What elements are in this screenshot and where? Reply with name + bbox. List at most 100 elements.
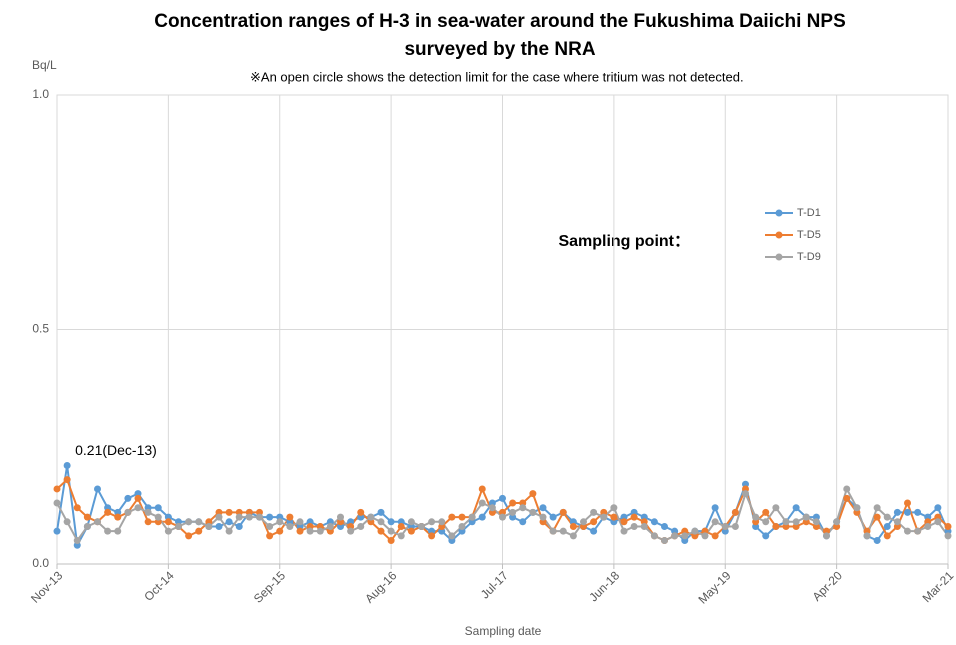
data-point [914, 508, 922, 516]
data-point [164, 518, 172, 526]
data-point [762, 518, 770, 526]
data-point [225, 508, 233, 516]
data-point [134, 494, 142, 502]
data-point [94, 485, 101, 493]
data-point [944, 532, 952, 540]
chart-title: Concentration ranges of H-3 in sea-water… [154, 11, 846, 60]
data-point [154, 513, 162, 521]
data-point [934, 504, 942, 512]
annotation: 0.21(Dec-13) [75, 442, 157, 458]
data-point [873, 537, 881, 545]
data-point [590, 508, 598, 516]
x-tick-label: Nov-13 [28, 568, 65, 605]
data-point [893, 518, 901, 526]
data-point [438, 518, 446, 526]
data-point [316, 527, 324, 535]
data-point [53, 499, 61, 507]
legend-marker [775, 253, 783, 261]
data-point [63, 462, 71, 470]
legend-label: T-D5 [797, 229, 821, 241]
data-point [468, 513, 476, 521]
data-point [114, 527, 122, 535]
data-point [853, 504, 861, 512]
data-point [630, 522, 638, 530]
data-point [225, 527, 233, 535]
data-point [104, 508, 112, 516]
x-tick-label: Mar-21 [920, 568, 956, 605]
data-point [286, 522, 294, 530]
data-point [509, 499, 517, 507]
data-point [124, 494, 132, 502]
data-point [630, 513, 638, 521]
data-point [195, 527, 203, 535]
data-point [357, 508, 365, 516]
data-point [519, 518, 527, 526]
data-point [276, 527, 284, 535]
data-point [205, 522, 213, 530]
data-point [782, 518, 790, 526]
data-point [104, 527, 112, 535]
data-point [711, 504, 719, 512]
data-point [164, 527, 172, 535]
data-point [256, 513, 263, 521]
data-point [883, 513, 891, 521]
data-point [650, 532, 658, 540]
data-point [266, 513, 274, 521]
data-point [509, 508, 517, 516]
data-point [620, 527, 628, 535]
data-point [154, 504, 162, 512]
data-point [73, 504, 81, 512]
data-point [569, 522, 577, 530]
data-point [306, 527, 314, 535]
data-point [519, 504, 527, 512]
data-point [620, 518, 628, 526]
data-point [681, 532, 689, 540]
data-point [529, 508, 537, 516]
x-tick-label: Jul-17 [478, 568, 511, 601]
data-point [326, 522, 334, 530]
data-point [711, 532, 719, 540]
x-tick-label: Sep-15 [251, 568, 288, 605]
data-point [175, 522, 182, 530]
data-point [883, 522, 891, 530]
legend-marker [775, 231, 783, 239]
data-point [235, 513, 243, 521]
y-axis-label: Bq/L [32, 58, 57, 72]
data-point [802, 513, 810, 521]
data-point [731, 508, 739, 516]
x-tick-label: May-19 [695, 568, 733, 606]
data-point [762, 508, 770, 516]
legend-title: Sampling point： [558, 233, 690, 250]
y-tick-label: 0.5 [32, 322, 49, 336]
data-point [428, 518, 436, 526]
data-point [367, 513, 375, 521]
data-point [377, 527, 385, 535]
data-point [650, 518, 658, 526]
data-point [134, 504, 142, 512]
data-point [691, 527, 699, 535]
data-point [387, 527, 395, 535]
legend-marker [775, 209, 783, 217]
data-point [448, 513, 456, 521]
data-point [873, 504, 881, 512]
data-point [357, 522, 365, 530]
data-point [843, 494, 851, 502]
data-point [478, 513, 486, 521]
data-point [397, 532, 405, 540]
data-point [215, 513, 223, 521]
data-point [83, 513, 91, 521]
data-point [549, 527, 557, 535]
legend-label: T-D1 [797, 207, 821, 219]
data-point [458, 522, 466, 530]
data-point [347, 527, 355, 535]
data-point [610, 504, 618, 512]
data-point [539, 504, 547, 512]
data-point [590, 527, 598, 535]
data-point [397, 522, 405, 530]
data-point [569, 532, 577, 540]
data-point [73, 537, 81, 545]
data-point [711, 518, 719, 526]
data-point [661, 537, 668, 545]
